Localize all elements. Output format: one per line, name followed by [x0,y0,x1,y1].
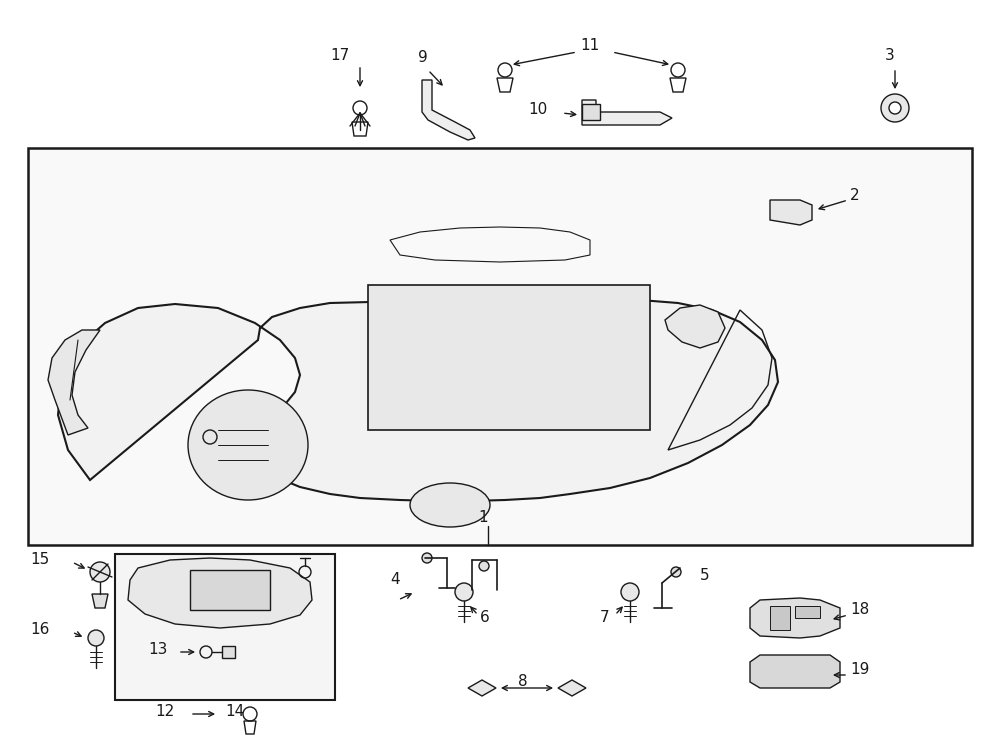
Text: 15: 15 [30,553,49,567]
Ellipse shape [188,390,308,500]
Polygon shape [665,305,725,348]
Polygon shape [222,646,235,658]
Ellipse shape [410,483,490,527]
Circle shape [621,583,639,601]
Text: 5: 5 [700,567,710,582]
Text: 12: 12 [155,704,174,720]
Text: 9: 9 [418,51,428,66]
Text: 17: 17 [330,48,349,63]
Circle shape [422,553,432,563]
Polygon shape [92,594,108,608]
Circle shape [671,567,681,577]
Text: 7: 7 [600,610,610,626]
Bar [795,606,820,618]
Circle shape [889,102,901,114]
Text: 6: 6 [480,610,490,626]
Bar [582,104,600,120]
Polygon shape [48,330,100,435]
Text: 10: 10 [528,102,547,118]
Bar [28,148,972,545]
Polygon shape [58,300,778,501]
Polygon shape [558,680,586,696]
Bar [770,606,790,630]
Circle shape [881,94,909,122]
Bar [368,285,650,430]
Polygon shape [128,558,312,628]
Text: 16: 16 [30,623,49,637]
Text: 1: 1 [478,511,488,526]
Text: 8: 8 [518,674,528,690]
Polygon shape [468,680,496,696]
Text: АЛЕТАВТО: АЛЕТАВТО [164,314,836,422]
Polygon shape [582,100,672,125]
Circle shape [479,561,489,571]
Text: 3: 3 [885,48,895,63]
Text: 4: 4 [390,573,400,587]
Polygon shape [770,200,812,225]
Bar [115,554,335,700]
Text: 2: 2 [850,188,860,202]
Polygon shape [750,655,840,688]
Polygon shape [422,80,475,140]
Text: 11: 11 [580,38,599,52]
Text: 13: 13 [148,643,167,657]
Text: 14: 14 [225,704,244,720]
Bar [190,570,270,610]
Polygon shape [750,598,840,638]
Circle shape [90,562,110,582]
Text: 19: 19 [850,662,869,678]
Circle shape [455,583,473,601]
Text: 18: 18 [850,603,869,618]
Circle shape [88,630,104,646]
